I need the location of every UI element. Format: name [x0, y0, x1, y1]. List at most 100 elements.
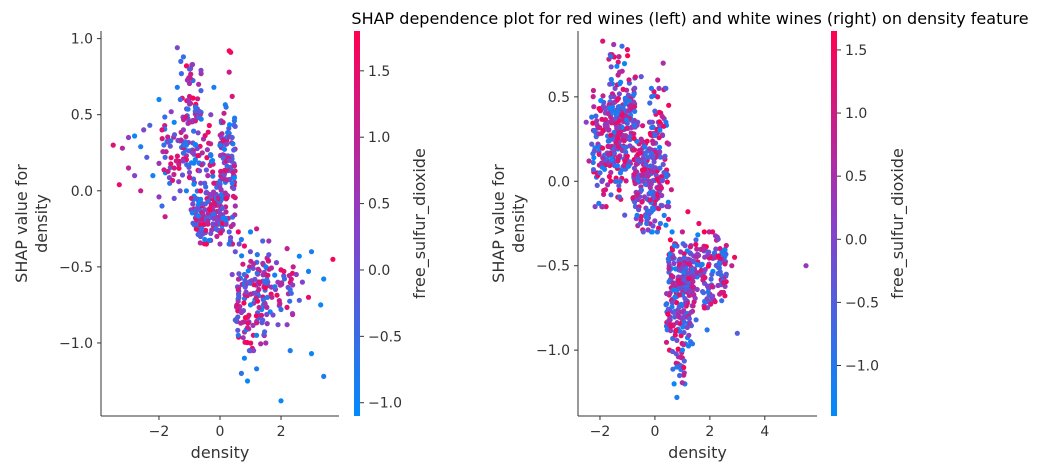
data-point [655, 94, 661, 100]
data-point [596, 200, 602, 206]
data-point [165, 168, 171, 174]
data-point [608, 54, 614, 60]
data-point [189, 210, 195, 216]
data-point [608, 94, 614, 100]
data-point [171, 132, 178, 138]
data-point [217, 241, 223, 247]
data-point [616, 194, 623, 200]
data-point [626, 98, 633, 104]
data-point [644, 220, 650, 227]
data-point [665, 216, 672, 222]
data-point [657, 149, 663, 155]
data-point [191, 128, 197, 134]
y-tick-label: −0.5 [536, 259, 570, 275]
data-point [211, 215, 217, 221]
data-point [685, 343, 692, 349]
data-point [652, 149, 659, 155]
data-point [709, 271, 715, 277]
data-point [244, 378, 251, 384]
data-point [270, 312, 276, 318]
data-point [592, 204, 598, 210]
data-point [196, 168, 203, 174]
data-point [234, 302, 240, 308]
data-point [623, 178, 629, 184]
data-point [605, 182, 611, 188]
data-point [642, 144, 648, 150]
data-point [229, 271, 235, 278]
data-point [690, 279, 696, 285]
data-point [639, 167, 646, 173]
data-point [632, 85, 638, 91]
colorbar-tick-label: −0.5 [845, 295, 879, 311]
data-point [211, 200, 217, 206]
data-point [663, 222, 669, 228]
data-point [608, 64, 614, 70]
data-point [246, 348, 252, 354]
data-point [648, 132, 654, 138]
data-point [602, 122, 608, 128]
data-point [258, 341, 264, 347]
data-point [220, 155, 226, 161]
data-point [231, 185, 237, 192]
data-point [644, 170, 650, 176]
data-point [284, 322, 290, 328]
data-point [240, 261, 246, 267]
data-point [700, 290, 707, 296]
data-point [623, 149, 629, 155]
data-point [231, 175, 237, 181]
data-point [623, 133, 629, 139]
data-point [638, 213, 644, 220]
data-point [228, 49, 234, 55]
data-point [597, 108, 604, 114]
data-point [591, 155, 597, 161]
points-red [110, 45, 336, 404]
data-point [147, 122, 153, 128]
data-point [202, 236, 208, 243]
data-point [238, 309, 244, 316]
data-point [681, 364, 687, 371]
data-point [287, 287, 293, 293]
data-point [687, 320, 693, 326]
data-point [619, 43, 625, 49]
data-point [232, 249, 238, 255]
data-point [284, 304, 290, 310]
data-point [650, 223, 656, 229]
data-point [210, 173, 216, 179]
data-point [680, 315, 686, 321]
data-point [704, 327, 710, 333]
data-point [701, 305, 708, 311]
data-point [674, 394, 680, 400]
data-point [624, 125, 630, 131]
y-tick-label: 1.0 [71, 32, 93, 48]
data-point [715, 264, 722, 271]
data-point [221, 110, 227, 116]
data-point [659, 177, 666, 183]
data-point [666, 317, 672, 323]
data-point [281, 276, 288, 282]
data-point [708, 276, 714, 282]
data-point [669, 304, 675, 310]
data-point [674, 364, 680, 370]
data-point [669, 247, 676, 253]
data-point [202, 180, 208, 186]
data-point [263, 264, 269, 270]
data-point [254, 332, 260, 338]
data-point [125, 134, 132, 141]
data-point [613, 140, 619, 146]
data-point [631, 122, 638, 129]
data-point [278, 398, 284, 404]
data-point [650, 140, 656, 146]
data-point [657, 127, 663, 133]
data-point [673, 327, 679, 333]
data-point [279, 280, 285, 286]
data-point [198, 67, 204, 73]
data-point [168, 161, 174, 167]
data-point [179, 172, 186, 178]
data-point [193, 195, 199, 201]
data-point [290, 282, 296, 288]
data-point [682, 296, 688, 302]
data-point [171, 195, 177, 201]
data-point [608, 178, 614, 184]
data-point [722, 293, 728, 299]
data-point [229, 180, 235, 186]
